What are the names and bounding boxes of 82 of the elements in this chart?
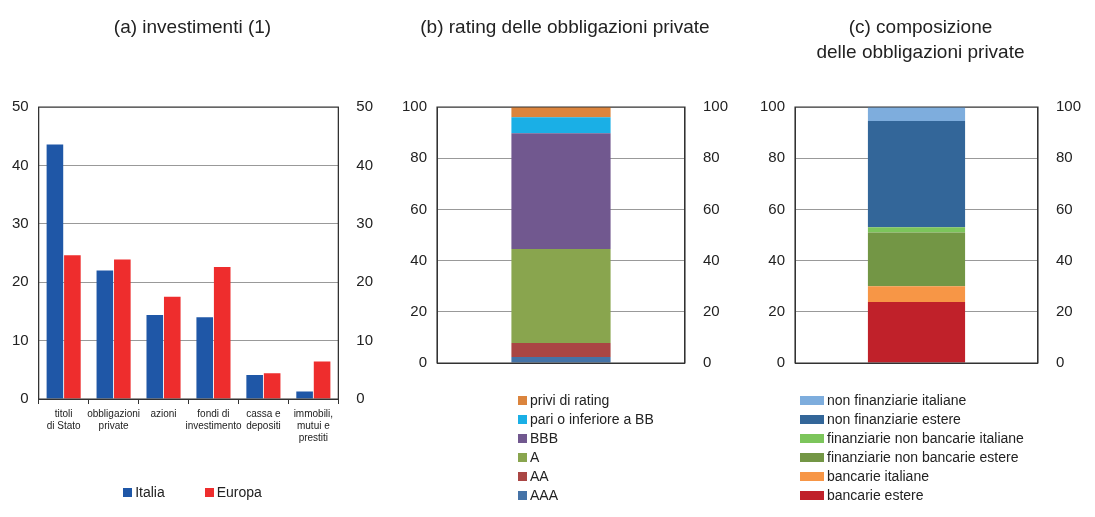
y2-tick-label: 80 [702, 148, 720, 166]
bar [511, 133, 611, 250]
bar [96, 270, 114, 399]
y2-tick-label: 30 [356, 213, 373, 231]
bar [263, 373, 281, 399]
bar [213, 267, 231, 399]
chart-title: (a) investimenti (1) [113, 15, 272, 39]
x-tick-label: immobili, mutui e prestiti [293, 407, 334, 443]
x-tick-label: cassa e depositi [246, 407, 282, 431]
y2-tick-label: 60 [1055, 199, 1073, 217]
legend-label: BBB [530, 430, 559, 446]
bar [511, 249, 611, 344]
bar [511, 117, 611, 134]
bar [64, 255, 81, 399]
y-tick-label: 80 [410, 148, 428, 166]
bar [163, 296, 181, 399]
y-tick-label: 10 [12, 330, 29, 348]
bar [114, 259, 131, 399]
legend-label: bancarie italiane [827, 468, 929, 484]
y-tick-label: 40 [410, 250, 428, 268]
y-tick-label: 20 [410, 301, 428, 319]
legend-label: finanziarie non bancarie italiane [827, 430, 1024, 446]
bar [867, 232, 966, 287]
legend-label: non finanziarie estere [827, 411, 961, 427]
legend-label: AA [530, 468, 549, 484]
y2-tick-label: 40 [1055, 250, 1073, 268]
y2-tick-label: 80 [1055, 148, 1073, 166]
y-tick-label: 80 [768, 148, 786, 166]
y-tick-label: 60 [410, 199, 428, 217]
legend-label: Italia [135, 484, 165, 500]
y-tick-label: 40 [768, 250, 786, 268]
legend-label: bancarie estere [827, 487, 924, 503]
y-tick-label: 60 [768, 199, 786, 217]
bar [146, 314, 164, 399]
x-tick-label: azioni [150, 407, 177, 419]
y2-tick-label: 20 [1055, 301, 1073, 319]
legend-label: AAA [530, 487, 559, 503]
bar [867, 107, 966, 122]
y-tick-label: 20 [768, 301, 786, 319]
bar [296, 391, 313, 399]
x-tick-label: obbligazioni private [87, 407, 141, 431]
y2-tick-label: 20 [356, 272, 373, 290]
y-tick-label: 100 [402, 97, 428, 115]
legend-label: pari o inferiore a BB [530, 411, 654, 427]
chart-title: (b) rating delle obbligazioni private [420, 15, 710, 39]
y2-tick-label: 100 [702, 97, 728, 115]
legend-label: privi di rating [530, 392, 610, 408]
chart-title: (c) composizione delle obbligazioni private [816, 15, 1025, 64]
y2-tick-label: 40 [702, 250, 720, 268]
legend-label: non finanziarie italiane [827, 392, 967, 408]
y2-tick-label: 50 [356, 97, 373, 115]
bar [511, 343, 611, 358]
bar [867, 286, 966, 303]
y2-tick-label: 0 [702, 353, 712, 371]
legend-label: finanziarie non bancarie estere [827, 449, 1019, 465]
y-tick-label: 0 [20, 389, 29, 407]
y2-tick-label: 0 [356, 389, 365, 407]
bar [511, 357, 611, 363]
legend-label: A [530, 449, 540, 465]
y2-tick-label: 40 [356, 155, 373, 173]
y-tick-label: 0 [418, 353, 428, 371]
y-tick-label: 40 [12, 155, 29, 173]
y-tick-label: 50 [12, 97, 29, 115]
x-tick-label: titoli di Stato [46, 407, 82, 431]
y-tick-label: 30 [12, 213, 29, 231]
bar [867, 227, 966, 233]
y-tick-label: 100 [760, 97, 786, 115]
y2-tick-label: 20 [702, 301, 720, 319]
y-tick-label: 0 [776, 353, 786, 371]
bar [46, 144, 64, 399]
legend-label: Europa [216, 484, 262, 500]
bar [867, 121, 966, 228]
bar [246, 375, 263, 399]
y2-tick-label: 10 [356, 330, 373, 348]
y2-tick-label: 100 [1055, 97, 1081, 115]
bar [867, 302, 966, 363]
x-tick-label: fondi di investimento [185, 407, 242, 431]
y2-tick-label: 60 [702, 199, 720, 217]
y-tick-label: 20 [12, 272, 29, 290]
bar [313, 361, 331, 399]
y2-tick-label: 0 [1055, 353, 1065, 371]
bar [196, 317, 214, 399]
